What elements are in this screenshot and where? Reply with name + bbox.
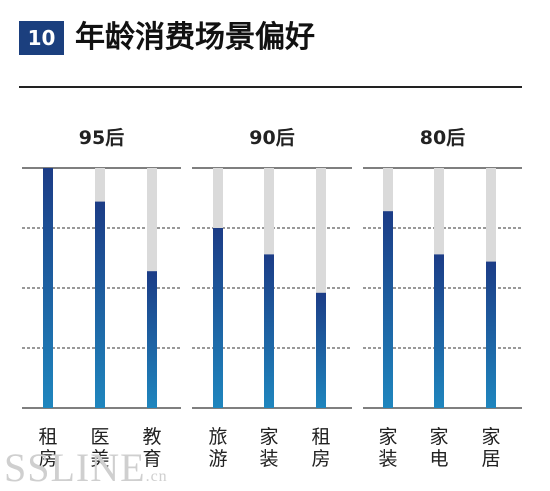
- category-label: 家居: [481, 426, 500, 470]
- bar-医美: [95, 201, 105, 408]
- category-label: 家电: [429, 426, 448, 470]
- page-title: 年龄消费场景偏好: [75, 20, 315, 55]
- bar-教育: [147, 271, 157, 408]
- category-label: 家装: [378, 426, 397, 470]
- section-number-badge: 10: [19, 21, 64, 55]
- category-label: 医美: [90, 426, 109, 470]
- category-label: 教育: [142, 426, 161, 470]
- bar-track: [316, 168, 326, 408]
- group-title: 95后: [79, 127, 124, 149]
- bar-租房: [43, 168, 53, 408]
- title-divider: [19, 86, 522, 88]
- group-title: 80后: [420, 127, 465, 149]
- category-label: 旅游: [208, 426, 227, 470]
- bar-家居: [486, 261, 496, 408]
- bar-旅游: [213, 228, 223, 408]
- category-label: 家装: [259, 426, 278, 470]
- bar-家电: [434, 254, 444, 408]
- bar-家装: [264, 254, 274, 408]
- category-label: 租房: [311, 426, 330, 470]
- bar-家装: [383, 211, 393, 408]
- watermark-suffix: .cn: [145, 468, 168, 485]
- category-label: 租房: [38, 426, 57, 470]
- watermark: SSLINE.cn: [4, 444, 168, 491]
- watermark-main: SSLINE: [4, 445, 146, 490]
- group-title: 90后: [249, 127, 294, 149]
- bar-租房: [316, 292, 326, 408]
